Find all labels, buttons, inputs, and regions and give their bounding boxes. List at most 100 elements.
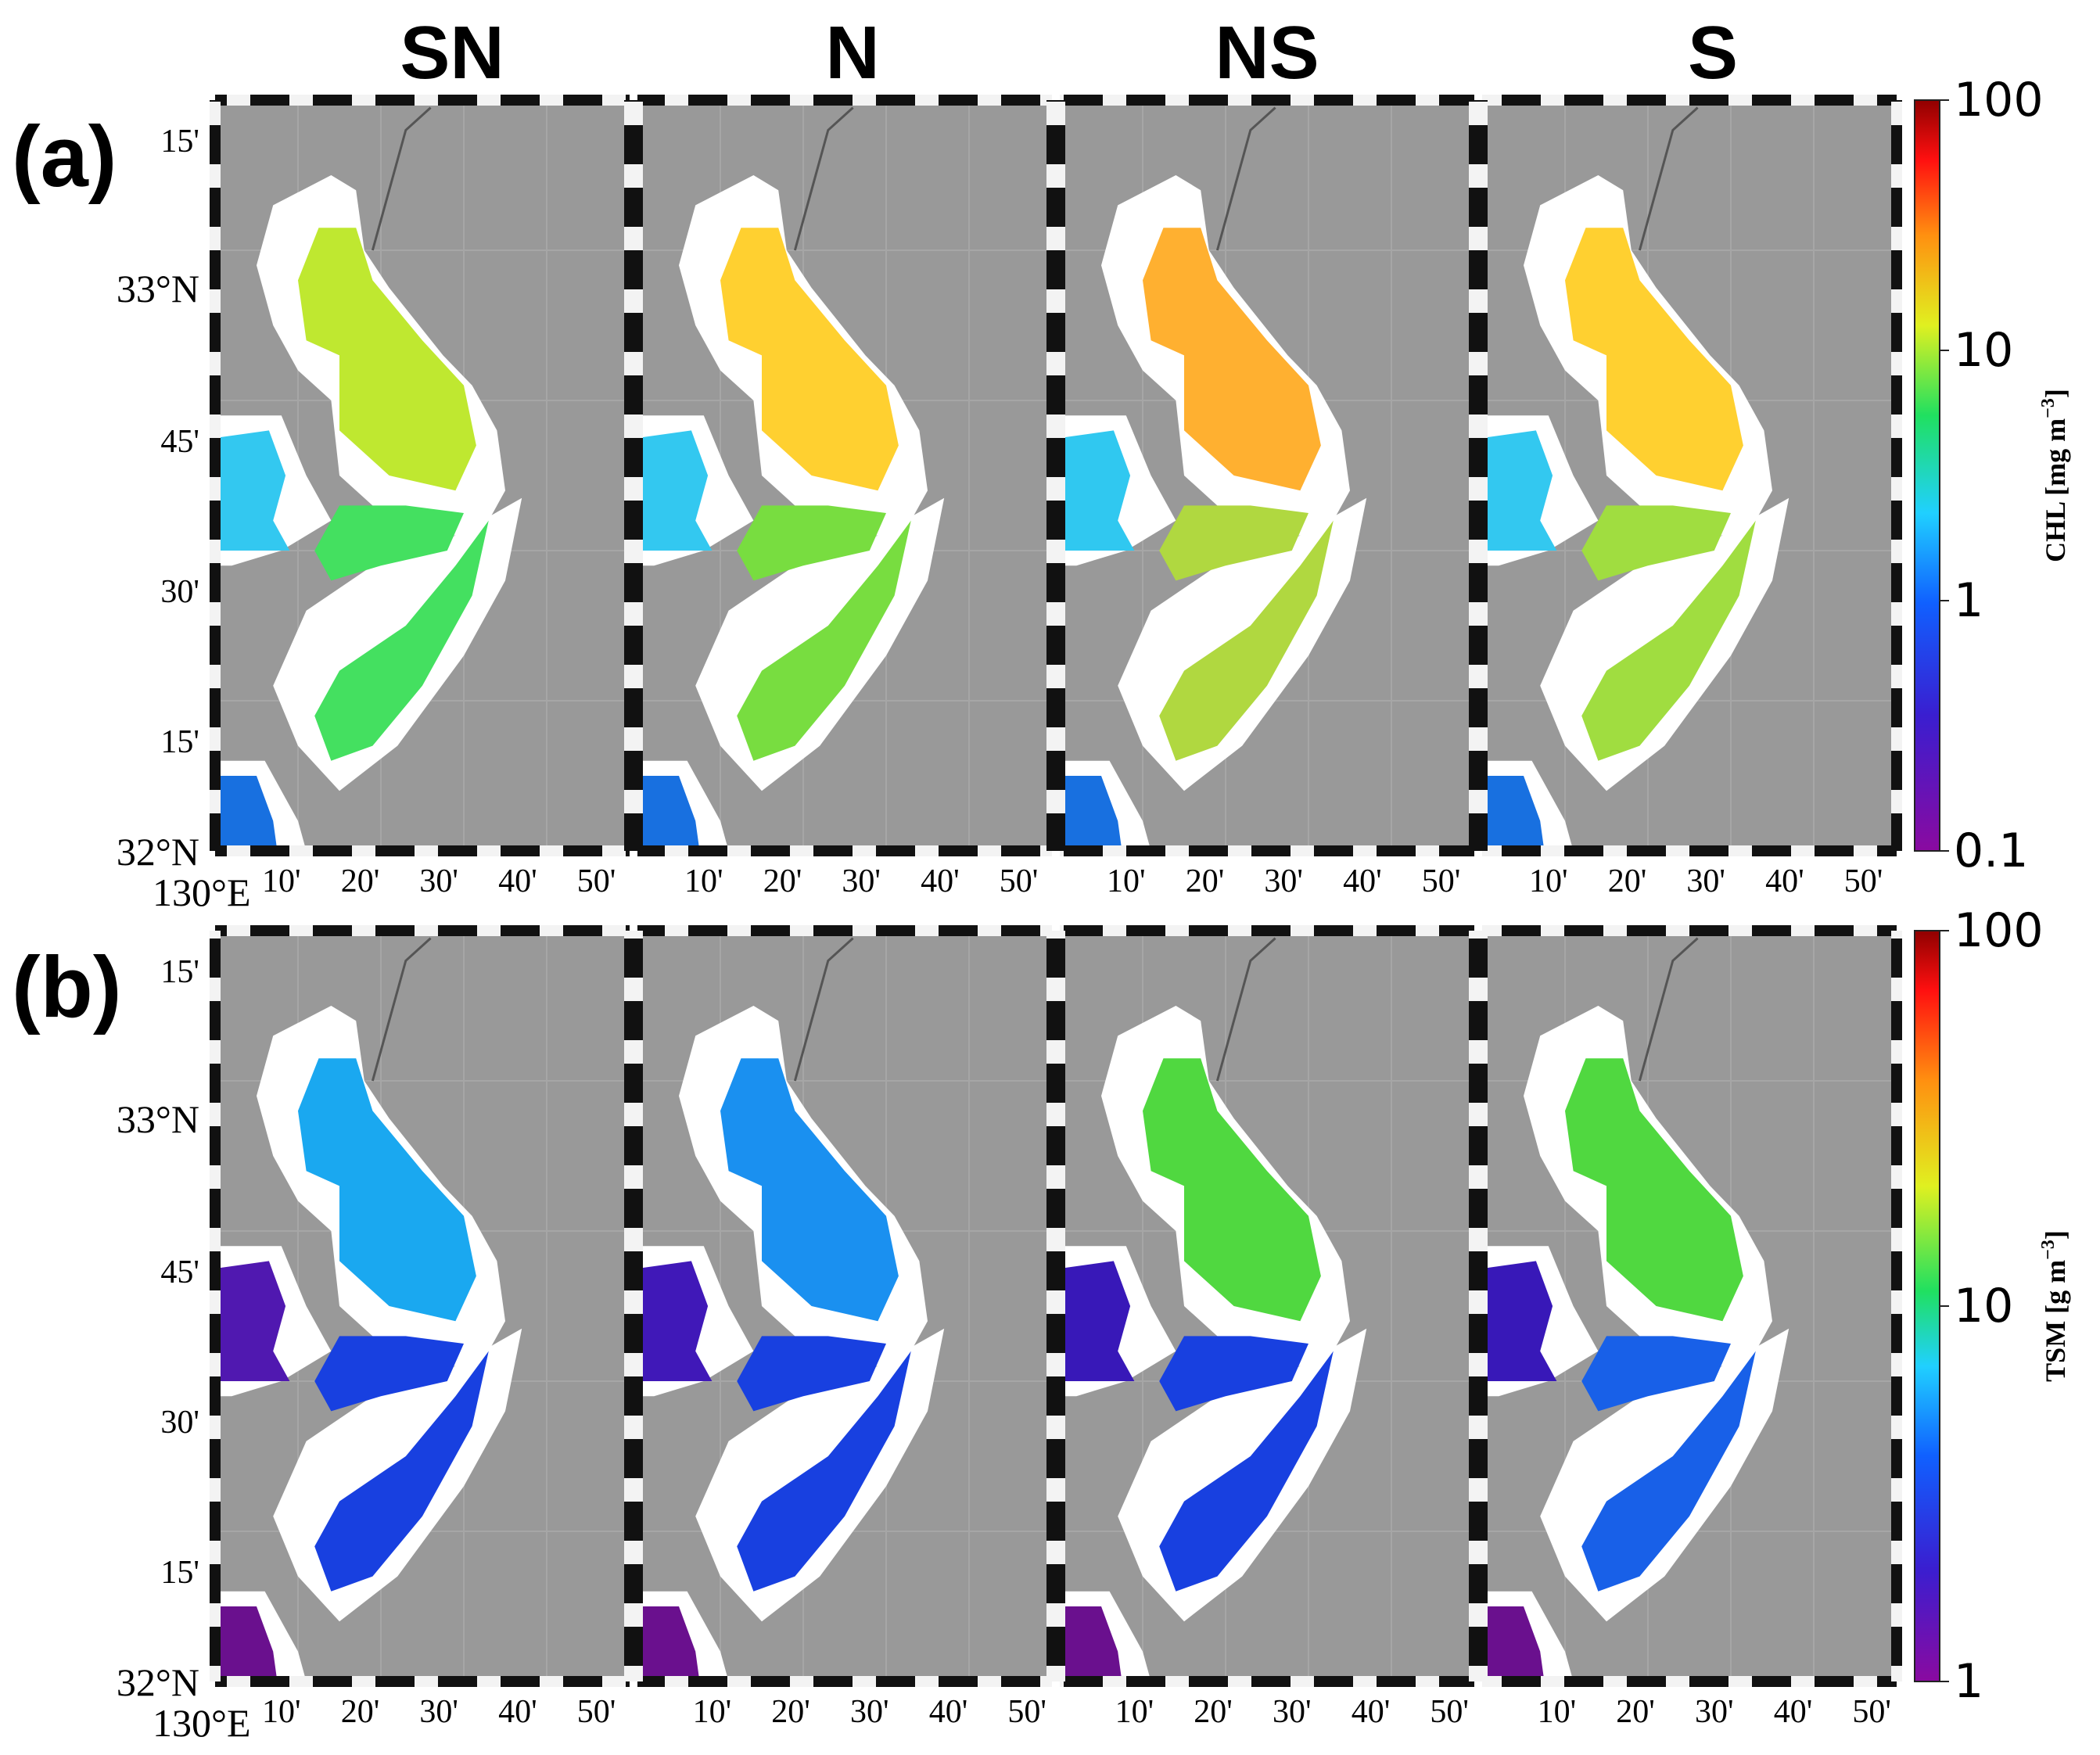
lon-tick-label: 10': [1538, 1694, 1577, 1730]
water-mid-bay: [1581, 1336, 1731, 1412]
colorbar-chl: 100 10 1 0.1 CHL [mg m−3]: [1914, 73, 2071, 878]
lon-tick-label: 30': [1273, 1694, 1312, 1730]
frame-bottom: [637, 1676, 1052, 1687]
frame-left: [1477, 931, 1488, 1681]
river-line: [1638, 937, 1699, 1082]
lon-tick-label: 50': [1422, 863, 1461, 899]
lon-tick-label: 30': [419, 863, 458, 899]
frame-left: [632, 931, 643, 1681]
water-west-bay: [1060, 430, 1135, 551]
colorbar-tick-label: 10: [1954, 323, 2013, 378]
colorbar-title: CHL [mg m−3]: [2038, 389, 2071, 562]
water-mid-bay: [1159, 505, 1308, 581]
map-chl-n: 10' 20' 30' 40' 50': [632, 95, 1057, 899]
frame-top: [637, 925, 1052, 936]
frame-top: [1060, 925, 1474, 936]
water-southwest-sea: [215, 776, 278, 851]
lon-tick-label: 40': [921, 863, 960, 899]
lon-tick-label: 10': [1115, 1694, 1154, 1730]
water-lower-bay: [1159, 520, 1334, 761]
lat-tick-label: 30': [160, 574, 199, 610]
map-tsm-n: 10' 20' 30' 40' 50': [632, 925, 1057, 1730]
water-upper-bay: [1143, 1058, 1321, 1322]
frame-left: [1477, 100, 1488, 851]
panel-chl: (a) 10' 20' 30' 40' 50' 10' 20' 30' 40' 50' 10' 20' 3…: [12, 73, 2071, 914]
water-mid-bay: [1581, 505, 1731, 581]
lon-tick-label: 20': [1608, 863, 1647, 899]
lon-origin-label: 130°E: [153, 870, 251, 914]
frame-left: [1054, 931, 1065, 1681]
frame-bottom: [1482, 845, 1897, 856]
lon-tick-label: 50': [1844, 863, 1883, 899]
frame-left: [210, 100, 221, 851]
colorbar-tick-label: 10: [1954, 1279, 2013, 1333]
map-chl-ns: 10' 20' 30' 40' 50': [1054, 95, 1480, 899]
river-line: [1215, 937, 1276, 1082]
lon-tick-label: 50': [1852, 1694, 1891, 1730]
water-lower-bay: [1581, 1351, 1756, 1592]
frame-left: [1054, 100, 1065, 851]
lon-tick-label: 50': [577, 1694, 616, 1730]
frame-top: [215, 95, 630, 106]
lat-tick-label: 15': [160, 1555, 199, 1591]
lat-tick-label: 45': [160, 1254, 199, 1290]
map-tsm-ns: 10' 20' 30' 40' 50': [1054, 925, 1480, 1730]
lon-tick-label: 10': [1529, 863, 1568, 899]
lat-tick-label: 15': [160, 724, 199, 760]
lon-tick-label: 20': [341, 863, 380, 899]
frame-top: [1482, 925, 1897, 936]
lon-tick-label: 40': [498, 863, 537, 899]
lon-tick-label: 20': [771, 1694, 810, 1730]
river-line: [371, 106, 432, 251]
lat-tick-label: 33°N: [117, 1097, 199, 1141]
lon-tick-label: 30': [1686, 863, 1725, 899]
water-mid-bay: [1159, 1336, 1308, 1412]
lon-tick-label: 10': [693, 1694, 732, 1730]
water-upper-bay: [1565, 1058, 1743, 1322]
colorbar-title: TSM [g m−3]: [2038, 1230, 2071, 1382]
lon-tick-label: 30': [1264, 863, 1303, 899]
frame-bottom: [1060, 1676, 1474, 1687]
lon-tick-label: 20': [1186, 863, 1225, 899]
frame-bottom: [215, 1676, 630, 1687]
colorbar-tick-label: 1: [1954, 573, 1983, 628]
frame-left: [210, 931, 221, 1681]
frame-top: [637, 95, 1052, 106]
lat-tick-label: 32°N: [117, 830, 199, 874]
water-lower-bay: [737, 520, 911, 761]
lon-tick-label: 30': [850, 1694, 889, 1730]
water-upper-bay: [1143, 228, 1321, 491]
column-title-n: N: [825, 11, 879, 95]
water-lower-bay: [314, 520, 489, 761]
lon-tick-label: 40': [1774, 1694, 1813, 1730]
water-upper-bay: [1565, 228, 1743, 491]
lon-tick-label: 50': [1430, 1694, 1469, 1730]
water-upper-bay: [298, 1058, 476, 1322]
frame-bottom: [637, 845, 1052, 856]
colorbar-gradient: [1914, 930, 1940, 1682]
column-title-s: S: [1688, 11, 1738, 95]
water-upper-bay: [720, 1058, 899, 1322]
panel-label: (b): [12, 939, 121, 1035]
river-line: [793, 937, 854, 1082]
lon-tick-label: 10': [262, 863, 301, 899]
lon-tick-label: 20': [1616, 1694, 1655, 1730]
lon-origin-label: 130°E: [153, 1701, 251, 1745]
lon-tick-label: 10': [262, 1694, 301, 1730]
lat-tick-label: 32°N: [117, 1660, 199, 1704]
lon-tick-label: 30': [419, 1694, 458, 1730]
panel-tsm: (b) 10' 20' 30' 40' 50' 10' 20' 30' 40' 50' 10' 20' 3…: [12, 903, 2071, 1745]
water-southwest-sea: [1060, 1606, 1122, 1681]
lat-tick-label: 45': [160, 424, 199, 460]
water-mid-bay: [314, 1336, 464, 1412]
lon-tick-label: 40': [498, 1694, 537, 1730]
water-lower-bay: [1581, 520, 1756, 761]
water-lower-bay: [314, 1351, 489, 1592]
colorbar-gradient: [1914, 99, 1940, 852]
map-chl-sn: 10' 20' 30' 40' 50': [210, 95, 635, 899]
map-chl-s: 10' 20' 30' 40' 50': [1477, 95, 1902, 899]
water-lower-bay: [1159, 1351, 1334, 1592]
column-title-sn: SN: [400, 11, 504, 95]
lat-tick-label: 33°N: [117, 267, 199, 310]
frame-left: [632, 100, 643, 851]
